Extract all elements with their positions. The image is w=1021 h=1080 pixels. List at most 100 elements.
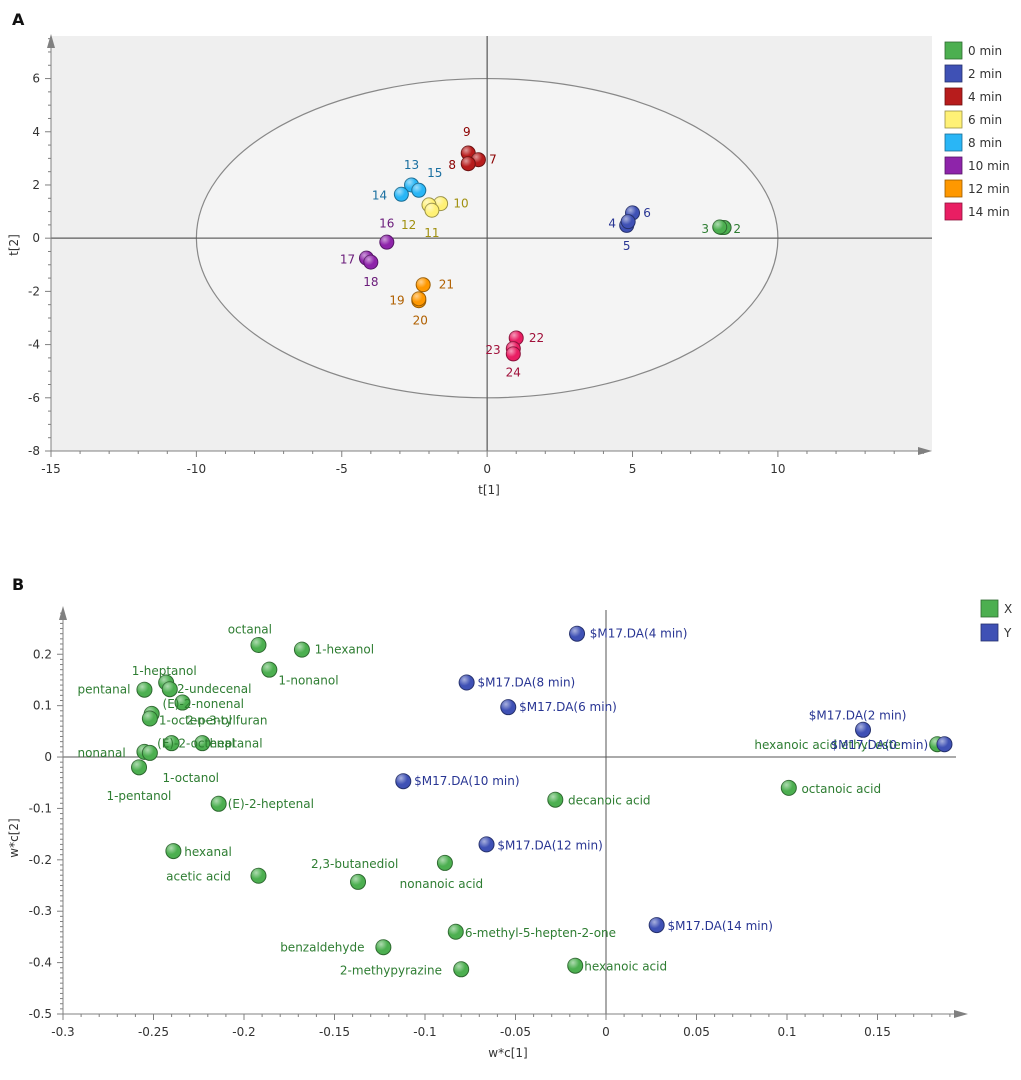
- panel-b-x-point-highlight: [164, 735, 180, 751]
- panel-b-legend-swatch-x: [980, 599, 999, 618]
- panel-a-x-axis-title: t[1]: [478, 483, 500, 497]
- panel-a-point-label: 12: [401, 218, 416, 232]
- panel-a-point-label: 7: [489, 153, 497, 167]
- panel-a-point-label: 6: [643, 206, 651, 220]
- panel-b-y-label-m17-da-6-min: $M17.DA(6 min): [519, 700, 617, 714]
- panel-b-x-point-highlight: [165, 843, 181, 859]
- panel-a-legend-label-4-min: 4 min: [968, 90, 1002, 104]
- panel-b-x-axis-arrow: [954, 1010, 968, 1018]
- panel-a-point-label: 14: [372, 189, 387, 203]
- panel-b-y-label-m17-da-0-min: $M17.DA(0 min): [830, 738, 928, 752]
- panel-a-legend-swatch-14-min: [944, 202, 963, 221]
- panel-a-point-label: 8: [448, 158, 456, 172]
- panel-b-y-label-m17-da-8-min: $M17.DA(8 min): [477, 676, 575, 690]
- panel-a-legend-swatch-10-min: [944, 156, 963, 175]
- panel-a-point-highlight: [461, 156, 476, 171]
- panel-b-x-label-hexanoic-acid-ethyl-ester: hexanoic acid ethyl ester: [754, 738, 905, 752]
- panel-a-point-label: 19: [389, 294, 404, 308]
- panel-b-x-point-highlight: [136, 682, 152, 698]
- panel-b-x-point-highlight: [131, 759, 147, 775]
- panel-b-x-axis-title: w*c[1]: [488, 1046, 527, 1060]
- panel-a-point-label: 2: [733, 222, 741, 236]
- panel-a-point-label: 18: [363, 275, 378, 289]
- panel-b-x-point-highlight: [567, 958, 583, 974]
- panel-a-y-tick-label: -6: [28, 391, 40, 405]
- panel-a-point-highlight: [379, 235, 394, 250]
- panel-b-x-point-highlight: [547, 792, 563, 808]
- panel-a-legend-swatch-0-min: [944, 41, 963, 60]
- panel-b-y-tick-label: 0: [44, 750, 52, 764]
- panel-b-x-point-highlight: [174, 695, 190, 711]
- panel-b-label: B: [12, 575, 24, 594]
- panel-a-legend-label-14-min: 14 min: [968, 205, 1010, 219]
- panel-b-x-point-highlight: [162, 681, 178, 697]
- panel-b-x-label-1-octen-3-ol: 1-octen-3-ol: [159, 714, 232, 728]
- panel-b-x-label-2-undecenal: 2-undecenal: [177, 682, 251, 696]
- panel-b-x-label-benzaldehyde: benzaldehyde: [280, 941, 364, 955]
- panel-b-y-tick-label: -0.4: [29, 956, 52, 970]
- panel-a-point-label: 15: [427, 166, 442, 180]
- panel-b-x-label-decanoic-acid: decanoic acid: [568, 794, 651, 808]
- panel-a-point-label: 23: [485, 343, 500, 357]
- panel-b-x-label-6-methyl-5-hepten-2-one: 6-methyl-5-hepten-2-one: [465, 926, 616, 940]
- panel-b-x-tick-label: 0: [602, 1025, 610, 1039]
- panel-b-x-tick-label: -0.3: [51, 1025, 74, 1039]
- panel-a-legend-swatch-4-min: [944, 87, 963, 106]
- panel-b-x-label-1-pentanol: 1-pentanol: [106, 789, 171, 803]
- panel-b-x-tick-label: -0.2: [232, 1025, 255, 1039]
- panel-b-y-tick-label: -0.3: [29, 904, 52, 918]
- panel-a-point-highlight: [621, 214, 636, 229]
- panel-b-y-point-highlight: [479, 836, 495, 852]
- panel-a-y-tick-label: 4: [32, 125, 40, 139]
- panel-a-legend-label-10-min: 10 min: [968, 159, 1010, 173]
- panel-a-y-tick-label: 6: [32, 72, 40, 86]
- panel-a-point-highlight: [424, 203, 439, 218]
- panel-a-legend-swatch-12-min: [944, 179, 963, 198]
- panel-a-x-tick-label: 5: [629, 462, 637, 476]
- panel-b-x-label-1-octanol: 1-octanol: [163, 771, 219, 785]
- panel-b-x-point-highlight: [250, 637, 266, 653]
- panel-a-point-label: 11: [424, 226, 439, 240]
- panel-b-x-tick-label: -0.05: [500, 1025, 531, 1039]
- panel-b-x-label-nonanal: nonanal: [77, 746, 125, 760]
- panel-b: B -0.3 -0.25 -0.2 -0.15 -0.1 -0.05 0 0.05 0.1 0.1…: [7, 575, 1012, 1060]
- panel-b-x-label-pentanal: pentanal: [77, 683, 130, 697]
- panel-a-legend-swatch-6-min: [944, 110, 963, 129]
- panel-a-y-axis-arrow: [47, 34, 55, 48]
- panel-b-x-label-2-pentylfuran: 2-pentylfuran: [186, 714, 267, 728]
- panel-a-point-highlight: [506, 346, 521, 361]
- panel-a-legend-swatch-8-min: [944, 133, 963, 152]
- panel-a-x-tick-label: -10: [187, 462, 207, 476]
- panel-b-x-label-e-2-octenal: (E)-2-octenal: [157, 737, 235, 751]
- panel-b-x-point-highlight: [261, 662, 277, 678]
- panel-a-point-label: 17: [340, 252, 355, 266]
- panel-b-y-tick-label: -0.2: [29, 853, 52, 867]
- panel-b-x-label-nonanoic-acid: nonanoic acid: [400, 877, 484, 891]
- panel-a-point-label: 10: [453, 197, 468, 211]
- panel-b-y-point-highlight: [649, 917, 665, 933]
- panel-b-x-label-hexanal: hexanal: [184, 845, 232, 859]
- panel-b-y-label-m17-da-14-min: $M17.DA(14 min): [668, 919, 773, 933]
- panel-b-x-label-1-heptanol: 1-heptanol: [132, 664, 197, 678]
- panel-a-point-label: 3: [701, 222, 709, 236]
- panel-b-x-tick-label: 0.05: [683, 1025, 710, 1039]
- panel-a-x-tick-label: -5: [336, 462, 348, 476]
- panel-a-point-label: 22: [529, 331, 544, 345]
- panel-b-x-label-acetic-acid: acetic acid: [166, 869, 231, 883]
- panel-b-x-label-1-nonanol: 1-nonanol: [278, 673, 338, 687]
- panel-a-point-highlight: [411, 183, 426, 198]
- panel-a-legend-label-2-min: 2 min: [968, 67, 1002, 81]
- panel-b-x-label-octanal: octanal: [228, 623, 272, 637]
- panel-b-legend-label-y: Y: [1003, 626, 1012, 640]
- panel-a-point-label: 13: [404, 158, 419, 172]
- panel-a-label: A: [12, 10, 25, 29]
- panel-a-x-tick-label: -15: [41, 462, 61, 476]
- panel-b-y-axis-title: w*c[2]: [7, 818, 21, 857]
- panel-a-plot-area: [51, 36, 932, 451]
- panel-b-y-point-highlight: [395, 773, 411, 789]
- panel-b-y-point-highlight: [855, 722, 871, 738]
- panel-a-y-tick-label: -8: [28, 444, 40, 458]
- panel-b-y-label-m17-da-12-min: $M17.DA(12 min): [497, 838, 602, 852]
- panel-a-point-highlight: [712, 220, 727, 235]
